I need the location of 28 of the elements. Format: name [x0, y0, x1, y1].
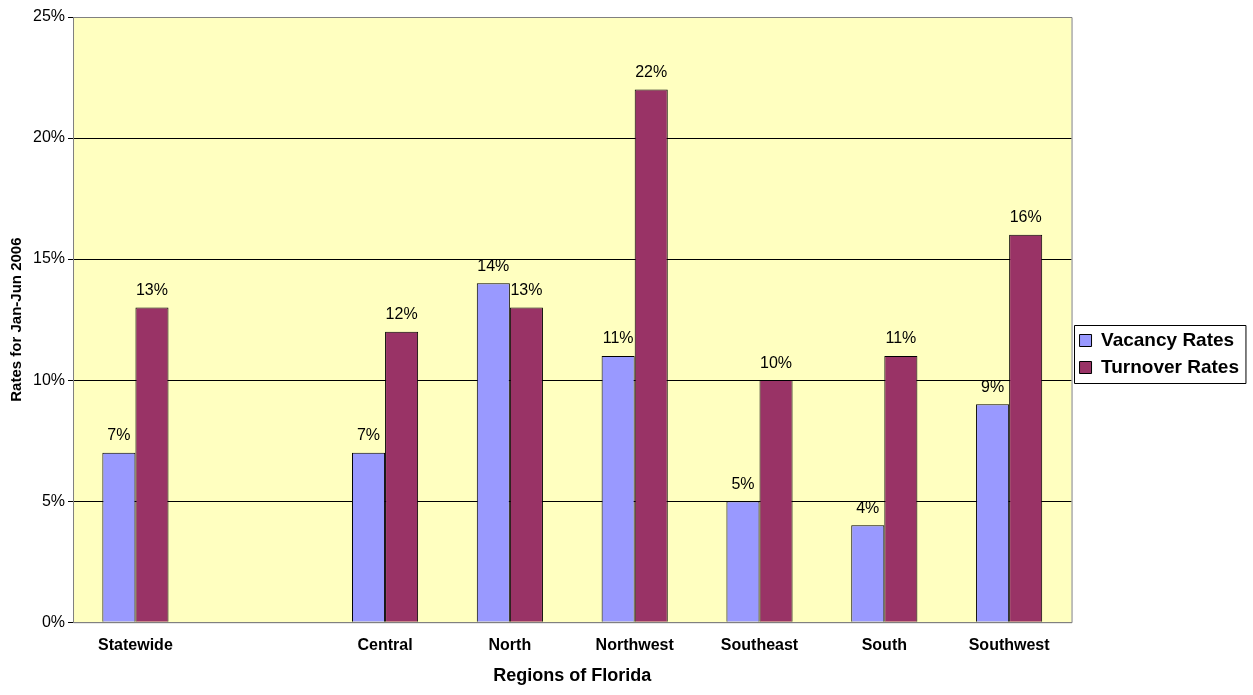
y-tick-label: 10%: [32, 370, 66, 388]
data-label: 7%: [107, 426, 131, 444]
x-tick-label: Northwest: [595, 636, 675, 654]
x-axis-title: Regions of Florida: [493, 665, 653, 686]
data-label: 11%: [602, 329, 634, 347]
y-tick-label: 0%: [41, 612, 66, 630]
data-label: 13%: [510, 280, 543, 298]
data-label: 22%: [635, 63, 668, 81]
legend-label: Turnover Rates: [1101, 355, 1240, 377]
data-label: 7%: [356, 426, 381, 444]
data-label: 16%: [1009, 208, 1042, 226]
y-tick-label: 25%: [32, 7, 66, 25]
x-tick-label: Southeast: [720, 636, 799, 654]
data-label: 12%: [385, 305, 418, 323]
y-axis-title: Rates for Jan-Jun 2006: [7, 237, 25, 402]
x-tick-label: South: [861, 636, 907, 654]
data-label: 5%: [731, 474, 755, 492]
x-tick-label: Statewide: [98, 636, 173, 654]
x-tick-label: Southwest: [968, 636, 1051, 654]
y-tick-label: 15%: [32, 249, 66, 267]
data-label: 13%: [135, 280, 168, 298]
legend-label: Vacancy Rates: [1101, 328, 1235, 350]
y-tick-label: 5%: [41, 491, 66, 509]
data-label: 11%: [885, 329, 917, 347]
x-tick-label: North: [488, 636, 532, 654]
data-label: 10%: [760, 353, 793, 371]
y-tick-label: 20%: [32, 128, 66, 146]
x-tick-label: Central: [357, 636, 413, 654]
